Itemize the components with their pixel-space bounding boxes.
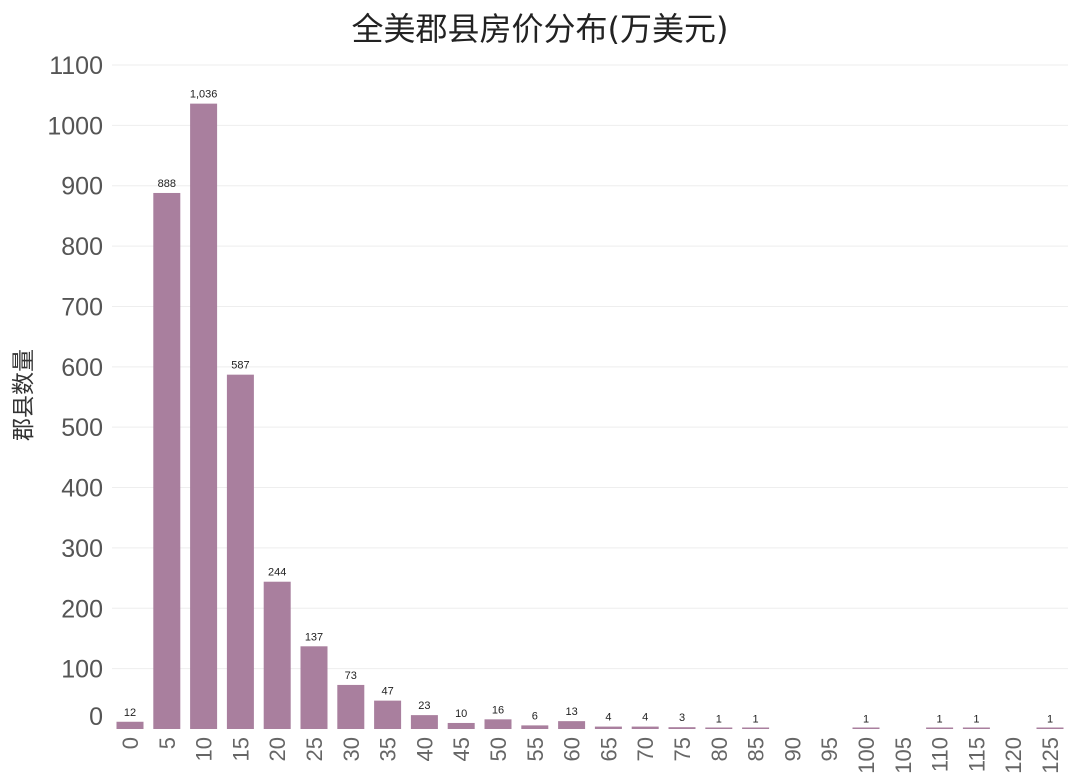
data-label: 10	[455, 708, 467, 720]
data-label: 23	[418, 700, 430, 712]
data-label: 47	[381, 686, 393, 698]
bar	[1036, 727, 1064, 729]
x-tick-label: 15	[228, 737, 253, 761]
data-label: 6	[532, 710, 538, 722]
data-label: 3	[679, 712, 685, 724]
x-tick-label: 95	[817, 737, 842, 761]
x-tick-label: 75	[670, 737, 695, 761]
y-tick-label: 1000	[47, 112, 103, 140]
x-tick-label: 125	[1038, 737, 1063, 774]
bar	[447, 722, 475, 729]
data-label: 1,036	[190, 89, 218, 101]
x-tick-label: 105	[891, 737, 916, 774]
x-tick-label: 55	[523, 737, 548, 761]
bar	[926, 727, 954, 729]
bar	[705, 727, 733, 729]
x-tick-label: 40	[412, 737, 437, 761]
x-tick-label: 90	[780, 737, 805, 761]
data-label: 1	[753, 713, 759, 725]
y-tick-label: 800	[61, 233, 103, 261]
bar	[300, 646, 328, 729]
y-tick-label: 300	[61, 535, 103, 563]
y-tick-label: 0	[89, 703, 103, 731]
data-label: 1	[937, 713, 943, 725]
x-tick-label: 25	[302, 737, 327, 761]
data-label: 4	[605, 712, 611, 724]
bar	[594, 726, 622, 729]
bar	[852, 727, 880, 729]
data-label: 73	[345, 670, 357, 682]
x-tick-label: 65	[596, 737, 621, 761]
y-tick-label: 500	[61, 414, 103, 442]
bar	[742, 727, 770, 729]
y-tick-label: 200	[61, 595, 103, 623]
y-tick-label: 1100	[49, 52, 103, 80]
x-tick-label: 70	[633, 737, 658, 761]
data-label: 1	[1047, 713, 1053, 725]
y-tick-label: 100	[61, 656, 103, 684]
x-tick-label: 30	[339, 737, 364, 761]
bar	[374, 700, 402, 729]
bar	[484, 719, 512, 729]
data-label: 587	[231, 360, 249, 372]
data-label: 1	[973, 713, 979, 725]
data-label: 1	[716, 713, 722, 725]
x-tick-label: 80	[707, 737, 732, 761]
x-tick-label: 85	[744, 737, 769, 761]
bar	[668, 727, 696, 729]
x-tick-label: 45	[449, 737, 474, 761]
x-tick-label: 5	[155, 737, 180, 749]
x-tick-label: 100	[854, 737, 879, 774]
x-tick-label: 0	[118, 737, 143, 749]
y-tick-label: 900	[61, 173, 103, 201]
data-label: 13	[565, 706, 577, 718]
x-tick-label: 115	[964, 737, 989, 772]
x-tick-label: 35	[376, 737, 401, 761]
data-label: 1	[863, 713, 869, 725]
data-label: 244	[268, 567, 286, 579]
data-label: 12	[124, 707, 136, 719]
x-tick-label: 20	[265, 737, 290, 761]
x-tick-label: 120	[1001, 737, 1026, 774]
x-tick-label: 110	[928, 737, 953, 772]
data-label: 888	[158, 178, 176, 190]
bar	[521, 725, 549, 729]
bar	[263, 581, 291, 729]
x-tick-label: 10	[192, 737, 217, 761]
bar	[153, 192, 181, 730]
bar	[226, 374, 254, 729]
bar	[116, 721, 144, 729]
chart-title: 全美郡县房价分布(万美元)	[351, 10, 729, 48]
y-tick-label: 700	[61, 293, 103, 321]
bar	[337, 684, 365, 729]
bar	[190, 103, 218, 729]
x-tick-label: 50	[486, 737, 511, 761]
data-label: 137	[305, 631, 323, 643]
data-label: 16	[492, 704, 504, 716]
x-tick-label: 60	[560, 737, 585, 761]
y-tick-label: 600	[61, 354, 103, 382]
y-tick-label: 400	[61, 475, 103, 503]
bar	[410, 715, 438, 729]
bar	[558, 721, 586, 729]
bar	[962, 727, 990, 729]
data-label: 4	[642, 712, 648, 724]
y-axis-label: 郡县数量	[11, 349, 37, 441]
bar	[631, 726, 659, 729]
